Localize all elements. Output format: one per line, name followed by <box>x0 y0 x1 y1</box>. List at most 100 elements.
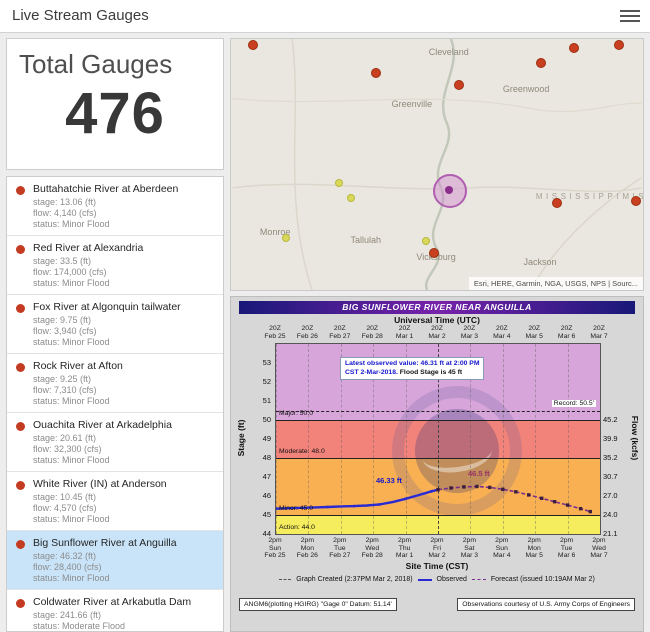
map-place-label: MISSISSIPPI <box>535 192 622 202</box>
gauge-list: Buttahatchie River at Aberdeen stage: 13.… <box>6 176 224 632</box>
gauge-name: Rock River at Afton <box>33 360 123 372</box>
gauge-detail: status: Minor Flood <box>33 278 110 288</box>
top-axis-tick: 20Z Mar 1 <box>395 325 414 340</box>
bottom-axis-tick: 2pm Sun Mar 4 <box>493 537 511 559</box>
flood-line-label: Action: 44.0 <box>279 524 315 531</box>
gridline <box>535 344 537 534</box>
flow-tick: 39.9 <box>603 434 618 443</box>
gauge-detail: status: Minor Flood <box>33 396 110 406</box>
gauge-status-dot <box>16 599 25 608</box>
map-gauge-dot-yellow[interactable] <box>347 194 356 203</box>
left-axis-label: Stage (ft) <box>236 419 246 457</box>
gauge-name: Red River at Alexandria <box>33 242 144 254</box>
annotation-line1: Latest observed value: 46.31 ft at 2:00 … <box>345 360 480 367</box>
road-path <box>291 39 313 290</box>
map-gauge-dot-red[interactable] <box>552 198 563 209</box>
gauge-list-item[interactable]: Buttahatchie River at Aberdeen stage: 13.… <box>7 177 223 236</box>
gage-datum-note: ANGM6(plotting HGIRG) "Gage 0" Datum: 51… <box>239 598 397 611</box>
map-place-label: Monroe <box>259 227 291 238</box>
total-gauges-card: Total Gauges 476 <box>6 38 224 170</box>
gauge-list-item[interactable]: Ouachita River at Arkadelphia stage: 20.6… <box>7 413 223 472</box>
gauge-name: Big Sunflower River at Anguilla <box>33 537 177 549</box>
top-axis-tick: 20Z Mar 7 <box>590 325 608 340</box>
gauge-name: Fox River at Algonquin tailwater <box>33 301 181 313</box>
gauge-status-dot <box>16 540 25 549</box>
map-gauge-dot-red[interactable] <box>247 40 258 51</box>
top-axis-tick: 20Z Mar 3 <box>460 325 479 340</box>
gridline <box>470 344 472 534</box>
flood-line-label: Record: 50.5' <box>551 399 596 407</box>
gauge-detail: status: Minor Flood <box>33 455 110 465</box>
gauge-detail: status: Minor Flood <box>33 573 110 583</box>
gauge-status-dot <box>16 363 25 372</box>
top-axis-tick: 20Z Feb 26 <box>296 325 318 340</box>
gauge-list-item[interactable]: Big Sunflower River at Anguilla stage: 46… <box>7 531 223 590</box>
hamburger-menu-icon[interactable] <box>620 7 640 25</box>
flood-line-label: Minor: 45.0 <box>279 505 314 512</box>
flood-line-label: Moderate: 48.0 <box>279 448 325 455</box>
map-place-label: Greenwood <box>502 84 550 95</box>
gauge-detail: status: Moderate Flood <box>33 621 126 631</box>
top-axis-label: Universal Time (UTC) <box>394 315 480 325</box>
app-title: Live Stream Gauges <box>12 7 149 24</box>
gridline <box>308 344 310 534</box>
legend-created: Graph Created (2:37PM Mar 2, 2018) <box>296 576 413 583</box>
stage-tick: 46 <box>262 491 271 500</box>
latest-observed-annotation: Latest observed value: 46.31 ft at 2:00 … <box>340 357 485 380</box>
stage-tick: 48 <box>262 453 271 462</box>
hamburger-bar <box>620 15 640 17</box>
map-gauge-dot-red[interactable] <box>568 42 579 53</box>
gauge-list-item[interactable]: Red River at Alexandria stage: 33.5 (ft) f… <box>7 236 223 295</box>
stage-tick: 47 <box>262 472 271 481</box>
gridline <box>340 344 342 534</box>
flood-line-label: Major: 50.0 <box>279 410 314 417</box>
stage-tick: 51 <box>262 396 271 405</box>
map-gauge-dot-yellow[interactable] <box>421 236 430 245</box>
gauge-detail: flow: 174,000 (cfs) <box>33 267 107 277</box>
map-place-label: Tallulah <box>350 234 381 245</box>
map-gauge-dot-yellow[interactable] <box>281 234 290 243</box>
annotation-line2: CST 2-Mar-2018. <box>345 368 398 376</box>
gauge-detail: status: Minor Flood <box>33 337 110 347</box>
gauge-detail: stage: 46.32 (ft) <box>33 551 97 561</box>
bottom-axis-tick: 2pm Mon Feb 26 <box>296 537 318 559</box>
map-gauge-dot-red[interactable] <box>453 80 464 91</box>
stage-tick: 44 <box>262 529 271 538</box>
current-time-line <box>438 344 439 534</box>
noaa-watermark-circle <box>415 409 499 493</box>
road-path <box>529 177 642 290</box>
bottom-axis-label: Site Time (CST) <box>405 561 469 571</box>
map-gauge-dot-red[interactable] <box>428 248 439 259</box>
gauge-detail: stage: 241.66 (ft) <box>33 610 102 620</box>
map-gauge-dot-red[interactable] <box>614 40 625 51</box>
gauge-name: Ouachita River at Arkadelphia <box>33 419 172 431</box>
annotation-flood-stage: Flood Stage is 45 ft <box>399 368 463 376</box>
gauge-list-item[interactable]: Rock River at Afton stage: 9.25 (ft) flow:… <box>7 354 223 413</box>
flow-tick: 21.1 <box>603 529 618 538</box>
map-gauge-dot-red[interactable] <box>536 57 546 68</box>
map-place-label: Jackson <box>523 257 557 268</box>
map-gauge-dot-yellow[interactable] <box>335 179 344 188</box>
bottom-axis-tick: 2pm Wed Feb 28 <box>361 537 383 559</box>
gauge-detail: flow: 32,300 (cfs) <box>33 444 102 454</box>
chart-legend: Graph Created (2:37PM Mar 2, 2018) Obser… <box>231 576 643 583</box>
gridline <box>276 344 277 534</box>
map-gauge-dot-red[interactable] <box>630 195 641 206</box>
forecast-peak-label: 46.5 ft <box>468 469 490 478</box>
top-axis-tick: 20Z Feb 28 <box>361 325 383 340</box>
selected-gauge-dot[interactable] <box>445 185 454 194</box>
hamburger-bar <box>620 10 640 12</box>
top-axis-tick: 20Z Feb 25 <box>264 325 286 340</box>
hamburger-bar <box>620 20 640 22</box>
top-axis-tick: 20Z Mar 5 <box>525 325 543 340</box>
gauge-list-item[interactable]: Fox River at Algonquin tailwater stage: 9… <box>7 295 223 354</box>
map-gauge-dot-red[interactable] <box>371 67 382 78</box>
total-gauges-title: Total Gauges <box>19 49 173 79</box>
gauge-list-item[interactable]: Coldwater River at Arkabutla Dam stage: 2… <box>7 590 223 631</box>
observations-credit: Observations courtesy of U.S. Army Corps… <box>457 598 635 611</box>
gauge-name: Buttahatchie River at Aberdeen <box>33 183 179 195</box>
right-axis-label: Flow (kcfs) <box>630 415 640 461</box>
gauge-list-item[interactable]: White River (IN) at Anderson stage: 10.45… <box>7 472 223 531</box>
map-panel[interactable]: Cleveland Greenville Greenwood MISSISSIPPI M… <box>230 38 644 291</box>
stage-tick: 53 <box>262 358 271 367</box>
